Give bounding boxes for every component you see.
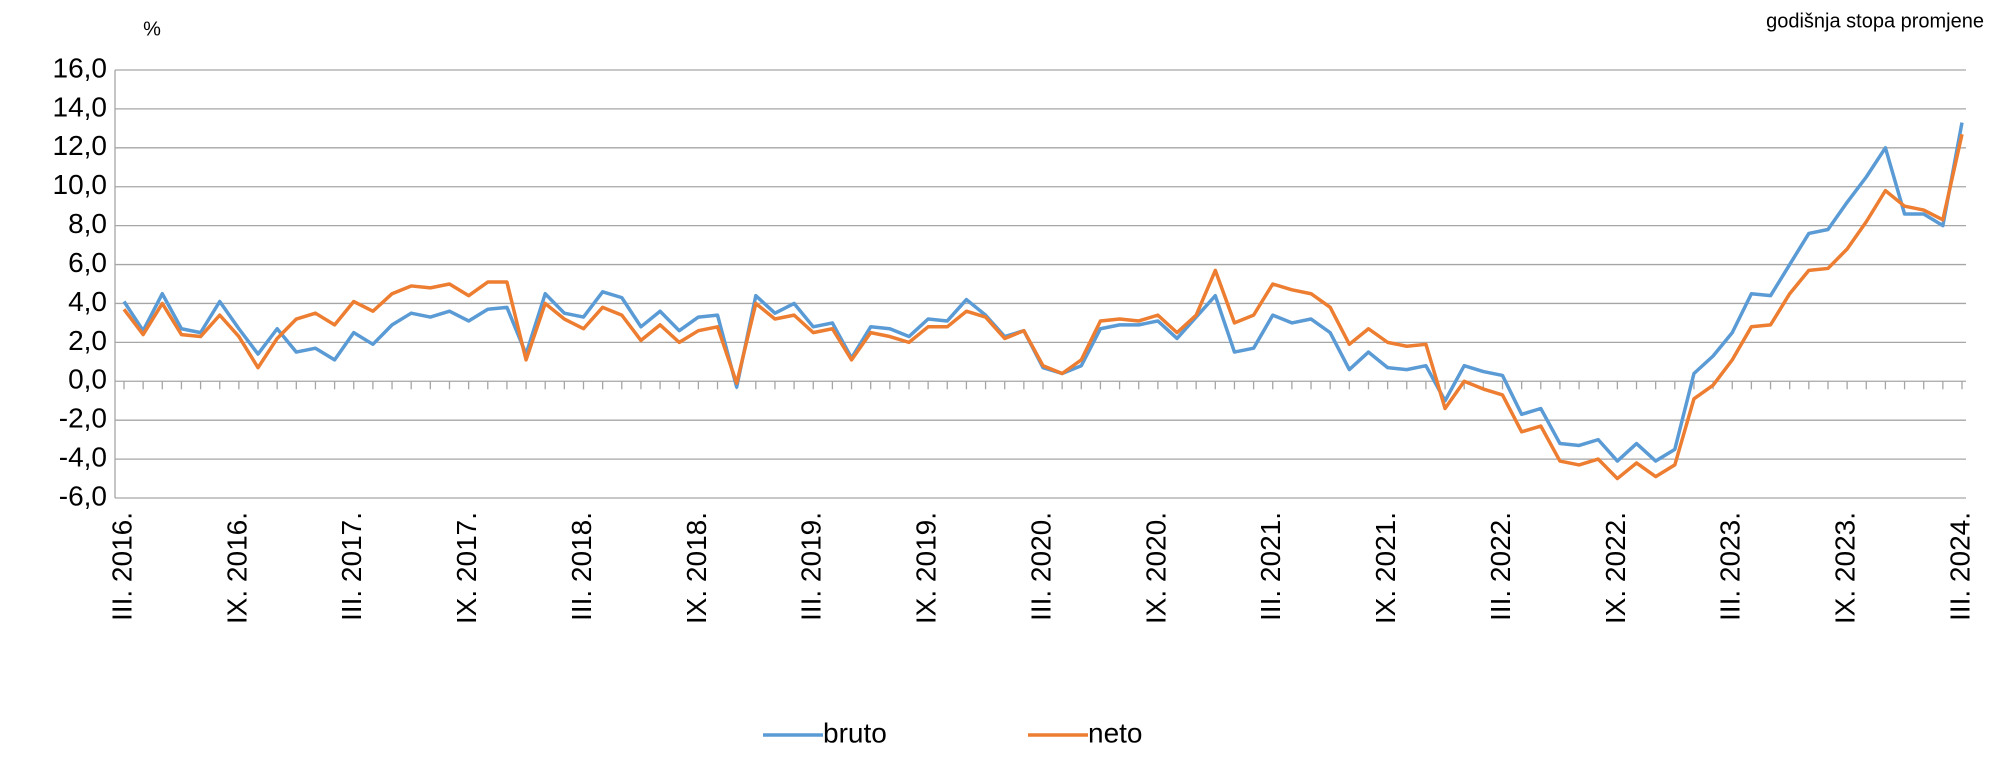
- chart-subtitle: godišnja stopa promjene: [1766, 10, 1984, 32]
- y-tick-label: 0,0: [68, 364, 107, 395]
- y-tick-label: 4,0: [68, 286, 107, 317]
- y-tick-label: 10,0: [53, 169, 108, 200]
- x-tick-label: III. 2016.: [106, 512, 137, 621]
- y-tick-label: 12,0: [53, 130, 108, 161]
- x-tick-label: III. 2023.: [1715, 512, 1746, 621]
- x-tick-label: IX. 2019.: [911, 512, 942, 624]
- y-tick-label: 8,0: [68, 208, 107, 239]
- y-tick-label: 14,0: [53, 91, 108, 122]
- x-tick-label: III. 2022.: [1485, 512, 1516, 621]
- series-line: [122, 133, 1964, 481]
- x-tick-label: IX. 2018.: [681, 512, 712, 624]
- y-tick-label: 6,0: [68, 247, 107, 278]
- legend-label: bruto: [823, 717, 887, 748]
- y-unit: %: [143, 18, 161, 40]
- legend-label: neto: [1088, 717, 1143, 748]
- y-tick-label: -2,0: [59, 403, 107, 434]
- x-tick-label: III. 2017.: [336, 512, 367, 621]
- x-tick-label: IX. 2022.: [1600, 512, 1631, 624]
- series-line: [122, 122, 1964, 463]
- x-tick-label: IX. 2016.: [221, 512, 252, 624]
- x-tick-label: IX. 2017.: [451, 512, 482, 624]
- x-tick-label: IX. 2021.: [1370, 512, 1401, 624]
- x-tick-label: III. 2018.: [566, 512, 597, 621]
- x-tick-label: IX. 2023.: [1830, 512, 1861, 624]
- y-tick-label: 2,0: [68, 325, 107, 356]
- x-tick-label: III. 2021.: [1255, 512, 1286, 621]
- x-tick-label: IX. 2020.: [1140, 512, 1171, 624]
- y-tick-label: 16,0: [53, 52, 108, 83]
- y-tick-label: -6,0: [59, 480, 107, 511]
- y-tick-label: -4,0: [59, 441, 107, 472]
- x-tick-label: III. 2019.: [796, 512, 827, 621]
- x-tick-label: III. 2024.: [1944, 512, 1975, 621]
- x-tick-label: III. 2020.: [1025, 512, 1056, 621]
